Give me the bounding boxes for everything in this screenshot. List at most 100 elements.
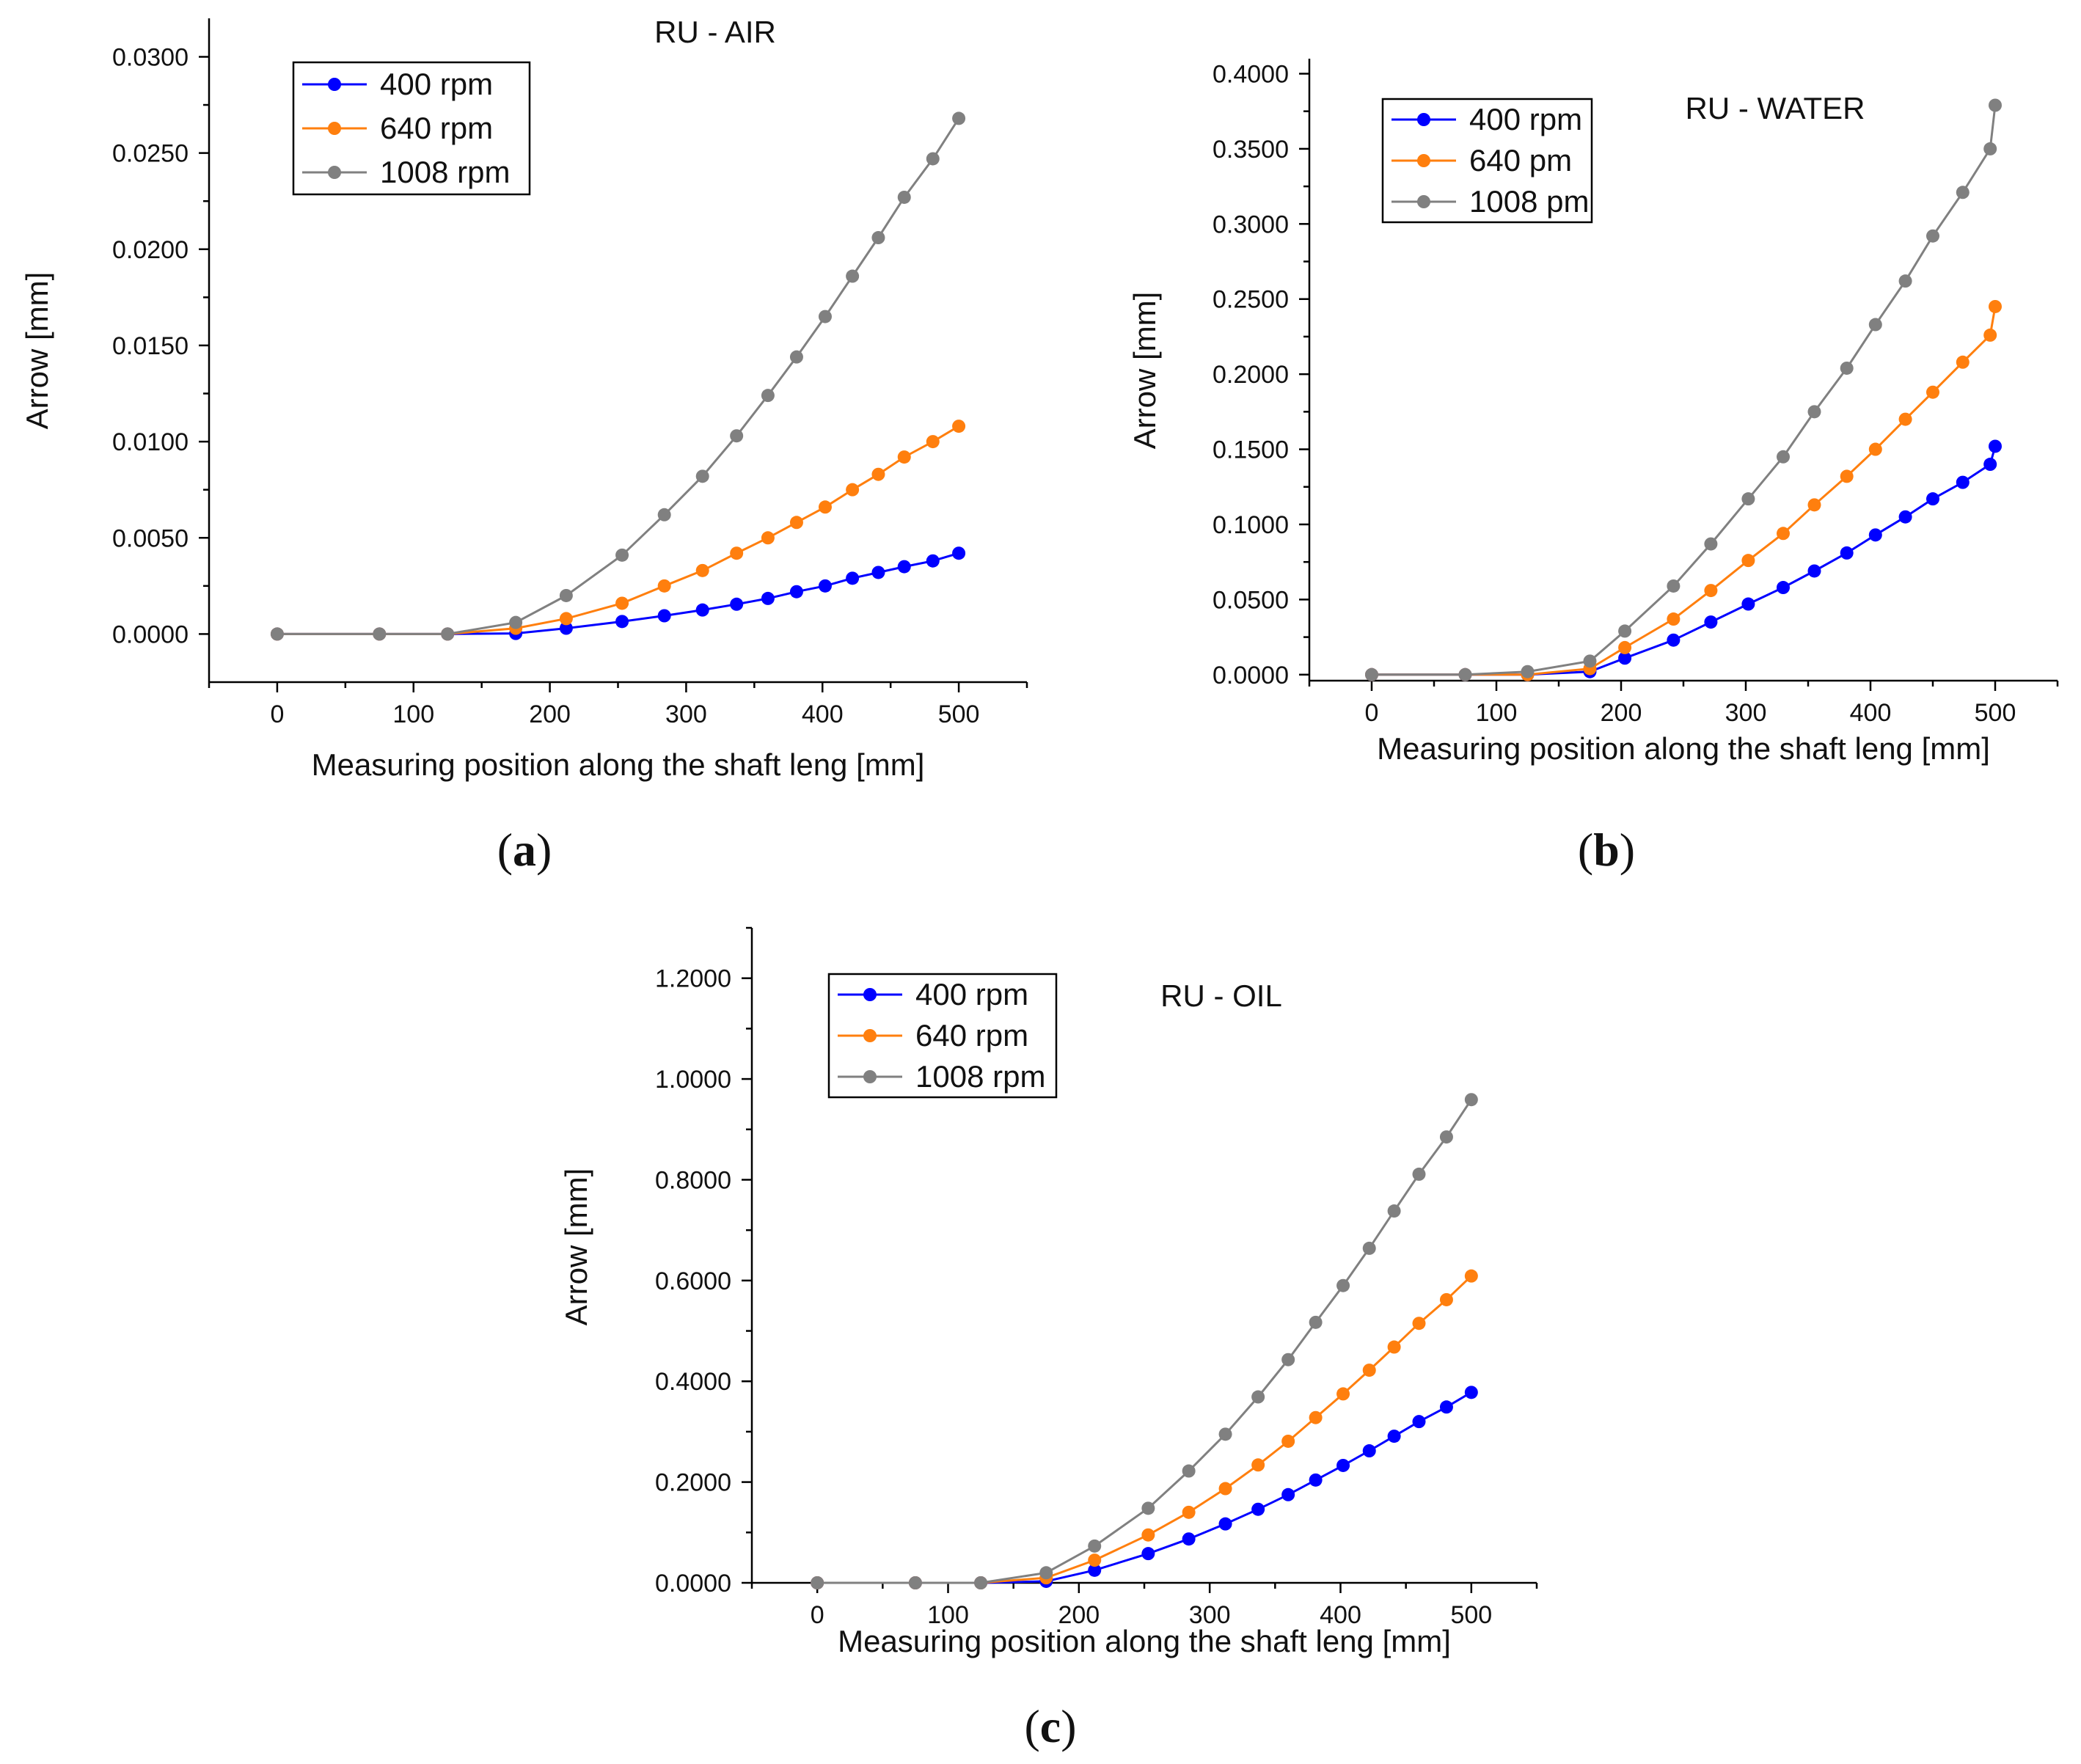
legend-label: 640 rpm (380, 111, 493, 145)
data-point (871, 566, 885, 579)
data-point (1583, 654, 1597, 668)
y-tick-label: 0.0050 (112, 524, 189, 552)
data-point (789, 350, 803, 364)
data-point (871, 231, 885, 245)
data-point (1251, 1390, 1265, 1404)
chart-title: RU - OIL (1160, 978, 1282, 1013)
data-point (1309, 1410, 1323, 1424)
data-point (1412, 1167, 1426, 1181)
data-point (897, 450, 911, 464)
x-tick-label: 500 (1450, 1601, 1492, 1629)
x-tick-label: 500 (1975, 699, 2016, 727)
panel-label: (c) (1024, 1700, 1076, 1752)
data-point (818, 500, 832, 514)
data-point (926, 435, 940, 449)
data-point (1704, 537, 1718, 551)
chart-panel-c: 0.0000 0.2000 0.4000 0.6000 0.8000 1.0000 1.20… (559, 926, 1538, 1752)
data-point (559, 612, 573, 626)
legend-swatch-marker (1417, 113, 1430, 126)
x-tick-label: 0 (811, 1601, 824, 1629)
data-point (1458, 667, 1472, 681)
data-point (441, 627, 455, 641)
data-point (730, 429, 744, 443)
data-point (1840, 361, 1854, 375)
data-point (1251, 1458, 1265, 1472)
data-point (1281, 1434, 1295, 1448)
data-point (761, 591, 775, 605)
data-point (1336, 1458, 1350, 1472)
data-point (695, 563, 709, 577)
panel-label-close: ) (1061, 1700, 1076, 1752)
data-point (1464, 1269, 1478, 1283)
data-point (1926, 385, 1939, 399)
x-tick-label: 0 (1365, 699, 1379, 727)
data-point (657, 579, 671, 593)
data-point (1141, 1501, 1155, 1515)
data-point (1141, 1547, 1155, 1561)
data-point (789, 585, 803, 599)
panel-label-open: ( (1578, 824, 1593, 876)
x-tick-label: 200 (1601, 699, 1642, 727)
panel-label-letter: c (1040, 1700, 1061, 1752)
data-point (846, 269, 860, 283)
data-point (1926, 229, 1939, 243)
x-tick-label: 100 (1476, 699, 1518, 727)
legend-label: 400 rpm (1469, 102, 1582, 136)
y-tick-label: 0.2000 (655, 1469, 731, 1497)
data-point (1309, 1473, 1323, 1487)
data-point (1667, 579, 1680, 593)
x-axis-title: Measuring position along the shaft leng … (1377, 731, 1990, 766)
legend-swatch-marker (328, 166, 341, 179)
data-point (952, 111, 966, 125)
data-point (952, 420, 966, 433)
data-point (1983, 328, 1997, 342)
x-tick-label: 400 (802, 700, 844, 728)
data-point (1281, 1487, 1295, 1501)
x-tick-label: 300 (665, 700, 707, 728)
data-point (761, 531, 775, 545)
data-point (1464, 1093, 1478, 1107)
data-point (1387, 1204, 1401, 1218)
y-tick-label: 0.4000 (655, 1368, 731, 1396)
y-tick-label: 0.0000 (655, 1570, 731, 1598)
data-point (1704, 584, 1718, 598)
data-point (695, 469, 709, 483)
data-point (1362, 1241, 1376, 1255)
data-point (1777, 581, 1790, 595)
data-point (1218, 1517, 1232, 1531)
x-tick-label: 400 (1320, 1601, 1361, 1629)
data-point (1868, 318, 1882, 332)
data-point (1989, 299, 2002, 313)
legend-swatch-marker (1417, 154, 1430, 167)
data-point (1983, 142, 1997, 155)
x-tick-label: 500 (938, 700, 980, 728)
data-point (1182, 1505, 1196, 1519)
x-tick-label: 300 (1189, 1601, 1231, 1629)
y-tick-label: 0.0000 (112, 621, 189, 648)
y-tick-label: 0.1500 (1213, 436, 1289, 464)
data-point (1667, 612, 1680, 626)
data-point (373, 627, 387, 641)
data-point (657, 508, 671, 521)
data-point (615, 615, 629, 629)
data-point (974, 1576, 988, 1589)
data-point (1704, 615, 1718, 629)
data-point (1439, 1292, 1453, 1306)
legend-label: 640 pm (1469, 143, 1572, 178)
y-tick-label: 0.0300 (112, 43, 189, 71)
data-point (1840, 469, 1854, 483)
data-point (1868, 528, 1882, 542)
data-point (1182, 1532, 1196, 1546)
data-point (1336, 1278, 1350, 1292)
chart-title: RU - AIR (654, 15, 776, 49)
data-point (1926, 492, 1939, 506)
legend: 400 rpm 640 pm 1008 pm (1381, 98, 1593, 224)
data-point (897, 190, 911, 204)
data-point (1667, 633, 1680, 647)
data-point (1088, 1539, 1102, 1553)
data-point (1088, 1553, 1102, 1567)
data-point (1336, 1387, 1350, 1401)
data-point (871, 467, 885, 481)
legend-label: 400 rpm (380, 67, 493, 101)
